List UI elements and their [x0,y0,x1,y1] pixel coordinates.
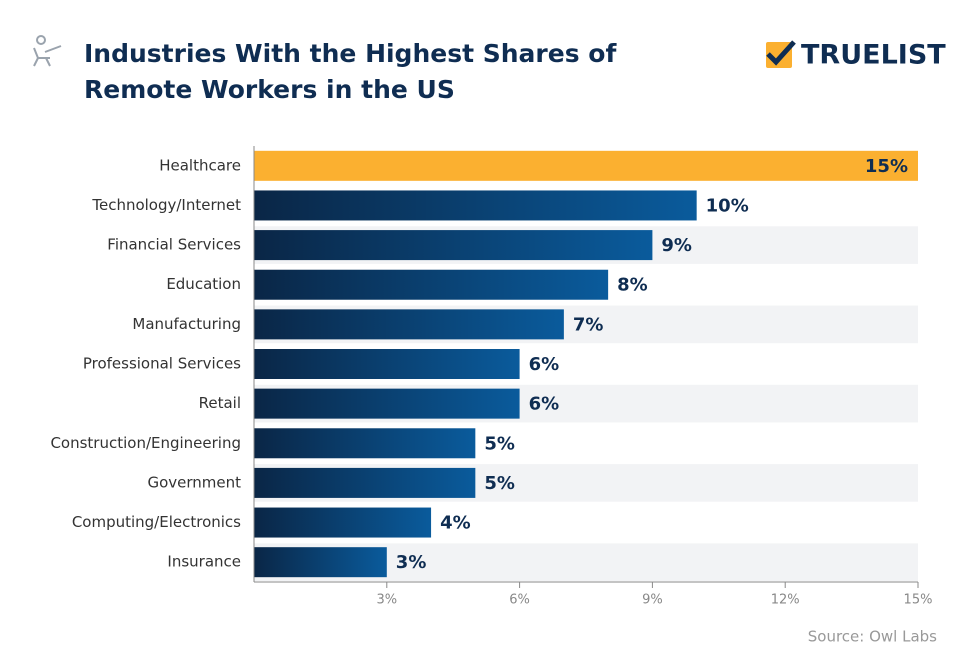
brand-logo [766,40,796,68]
value-label: 4% [440,513,471,534]
x-tick-label: 6% [509,593,530,608]
brand: TRUELIST [801,40,946,71]
value-label: 5% [484,433,515,454]
bar [254,428,476,459]
category-label: Professional Services [83,355,241,373]
category-label: Financial Services [107,236,241,254]
value-label: 6% [529,354,560,375]
chart-title: Industries With the Highest Shares of Re… [84,39,617,104]
bar [254,349,520,379]
bar [254,388,520,419]
category-label: Technology/Internet [91,196,241,214]
value-label: 7% [573,314,604,335]
category-label: Retail [199,394,241,412]
category-label: Healthcare [159,156,241,174]
x-tick-label: 15% [904,593,933,608]
value-label: 10% [706,195,749,216]
person-icon [33,35,62,67]
value-label: 5% [484,473,515,494]
category-label: Construction/Engineering [50,434,241,452]
bar [254,309,564,340]
bar [254,269,609,300]
category-label: Government [147,473,241,491]
category-label: Education [166,275,241,293]
category-label: Computing/Electronics [72,513,241,531]
bar [254,190,697,221]
x-tick-label: 3% [376,593,397,608]
value-label: 6% [529,394,560,415]
value-label: 9% [661,235,692,256]
bar [254,150,918,181]
category-label: Manufacturing [132,315,241,333]
value-label: 8% [617,275,648,296]
value-label: 15% [865,156,908,177]
x-tick-label: 9% [642,593,663,608]
bar [254,467,476,498]
bar [254,547,387,578]
category-label: Insurance [167,553,241,571]
value-label: 3% [396,552,427,573]
bar [254,230,653,261]
bar [254,507,432,538]
x-tick-label: 12% [771,593,800,608]
source: Source: Owl Labs [808,628,937,646]
